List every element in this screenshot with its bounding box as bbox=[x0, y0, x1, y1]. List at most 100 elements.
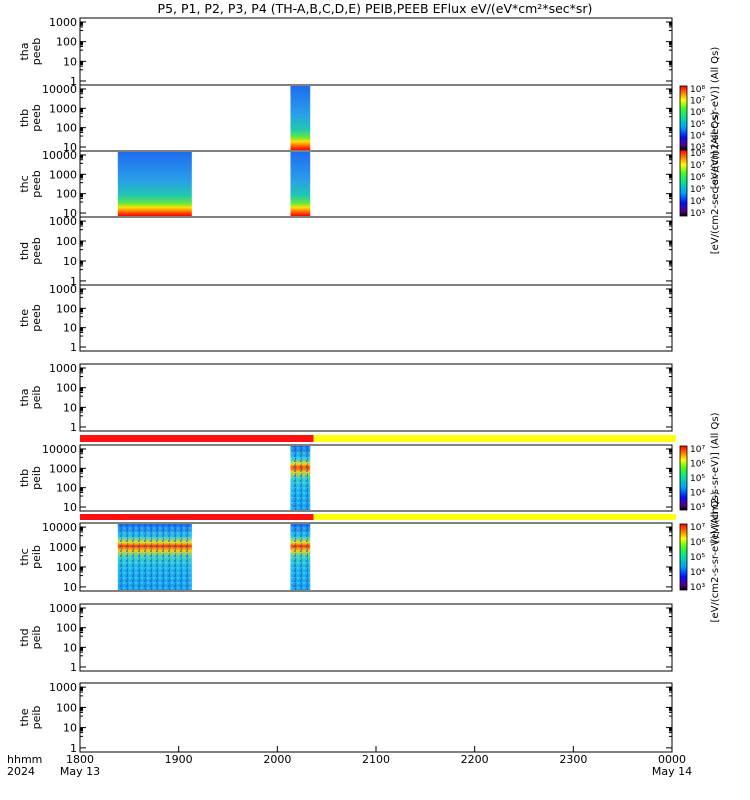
panel-thc-peeb: 10000 1000 100 10 thc peeb bbox=[18, 149, 673, 220]
x-tick-label: 1800 bbox=[66, 753, 94, 766]
y-tick-label: 100 bbox=[56, 188, 77, 201]
colorbar-label: [eV/(cm2-s-sr-eV)] (All Qs) bbox=[710, 491, 721, 622]
y-tick-label: 1000 bbox=[49, 541, 77, 554]
y-tick-label: 1 bbox=[70, 661, 77, 674]
y-tick-label: 1000 bbox=[49, 602, 77, 615]
colorbar-tick-label: 10⁵ bbox=[690, 185, 705, 195]
y-tick-label: 100 bbox=[56, 122, 77, 135]
colorbar-tick-label: 10⁵ bbox=[690, 474, 705, 484]
panel-frame bbox=[79, 216, 673, 286]
panel-label-probe: tha bbox=[18, 388, 31, 406]
x-tick-label: 1900 bbox=[165, 753, 193, 766]
y-tick-label: 1000 bbox=[49, 215, 77, 228]
y-tick-label: 100 bbox=[56, 622, 77, 635]
panel-frame bbox=[79, 84, 673, 152]
colorbar-tick-label: 10⁶ bbox=[690, 173, 705, 183]
panel-label-probe: tha bbox=[18, 42, 31, 60]
y-tick-label: 1000 bbox=[49, 168, 77, 181]
y-tick-label: 10 bbox=[63, 255, 77, 268]
colorbar-scale bbox=[679, 85, 688, 151]
y-tick-label: 10 bbox=[63, 501, 77, 514]
y-tick-label: 10000 bbox=[42, 443, 77, 456]
x-tick-label: 0000 bbox=[658, 753, 686, 766]
status-bar-segment bbox=[313, 435, 676, 442]
colorbar-tick-label: 10⁷ bbox=[690, 523, 705, 533]
status-bar-segment bbox=[80, 514, 314, 520]
y-tick-label: 10 bbox=[63, 581, 77, 594]
colorbar-tick-label: 10³ bbox=[690, 583, 705, 593]
colorbar-tick-label: 10³ bbox=[690, 143, 705, 153]
y-tick-label: 100 bbox=[56, 701, 77, 714]
panel-label-probe: the bbox=[18, 708, 31, 726]
colorbar-tick-label: 10⁴ bbox=[690, 489, 705, 499]
colorbar-tick-label: 10⁴ bbox=[690, 568, 705, 578]
y-tick-label: 10 bbox=[63, 322, 77, 335]
y-tick-label: 1 bbox=[70, 275, 77, 288]
status-bar-segment bbox=[80, 435, 314, 442]
colorbar-tick-label: 10⁶ bbox=[690, 460, 705, 470]
panel-thd-peib: 1000 100 10 1 thd peib bbox=[18, 602, 673, 674]
colorbar-tick-label: 10³ bbox=[690, 503, 705, 513]
spectrogram-noise bbox=[290, 446, 311, 510]
colorbar-tick-label: 10⁵ bbox=[690, 120, 705, 130]
panel-label-instrument: peib bbox=[30, 706, 43, 730]
x-tick-label: 2000 bbox=[263, 753, 291, 766]
colorbar-tick-label: 10³ bbox=[690, 209, 705, 219]
panel-label-instrument: peeb bbox=[30, 38, 43, 66]
x-axis-label-year: 2024 bbox=[7, 765, 35, 778]
panel-frame bbox=[79, 682, 673, 753]
y-tick-label: 1 bbox=[70, 742, 77, 755]
colorbar: 10⁷ 10⁶ 10⁵ 10⁴ 10³ [eV/(cm2-s-sr-eV)] (All Q… bbox=[679, 412, 721, 543]
colorbar-tick-label: 10⁷ bbox=[690, 445, 705, 455]
x-axis-label-hhmm: hhmm bbox=[7, 753, 42, 766]
y-tick-label: 1 bbox=[70, 341, 77, 354]
y-tick-label: 10000 bbox=[42, 521, 77, 534]
panel-tha-peib: 1000 100 10 1 tha peib bbox=[18, 362, 673, 434]
y-tick-label: 100 bbox=[56, 482, 77, 495]
colorbar-tick-label: 10⁶ bbox=[690, 108, 705, 118]
y-tick-label: 1 bbox=[70, 421, 77, 434]
panel-the-peib: 1000 100 10 1 the peib bbox=[18, 681, 673, 755]
y-tick-label: 10 bbox=[63, 722, 77, 735]
x-tick-label: 2200 bbox=[461, 753, 489, 766]
y-tick-label: 1000 bbox=[49, 283, 77, 296]
colorbar-tick-label: 10⁷ bbox=[690, 161, 705, 171]
y-tick-label: 1000 bbox=[49, 681, 77, 694]
panel-label-probe: thc bbox=[18, 175, 31, 192]
colorbar-tick-label: 10⁷ bbox=[690, 97, 705, 107]
colorbar-tick-label: 10⁶ bbox=[690, 538, 705, 548]
status-bar-segment bbox=[313, 514, 676, 520]
spectrogram-block bbox=[117, 152, 192, 216]
y-tick-label: 10000 bbox=[42, 149, 77, 162]
panel-label-instrument: peeb bbox=[30, 304, 43, 332]
panel-label-instrument: peib bbox=[30, 466, 43, 490]
panel-label-instrument: peib bbox=[30, 386, 43, 410]
y-tick-label: 100 bbox=[56, 382, 77, 395]
x-tick-label: 2100 bbox=[362, 753, 390, 766]
panel-label-instrument: peeb bbox=[30, 237, 43, 265]
y-tick-label: 10000 bbox=[42, 83, 77, 96]
y-tick-label: 1000 bbox=[49, 362, 77, 375]
spectrogram-noise bbox=[117, 524, 192, 590]
panel-thc-peib: 10000 1000 100 10 thc peib bbox=[18, 521, 673, 594]
spectrogram-noise bbox=[290, 524, 311, 590]
y-tick-label: 1 bbox=[70, 75, 77, 88]
panel-label-probe: the bbox=[18, 309, 31, 327]
y-tick-label: 100 bbox=[56, 36, 77, 49]
colorbar-label: [eV/(cm2-s-sr-eV)] (All Qs) bbox=[710, 412, 721, 543]
plot-title: P5, P1, P2, P3, P4 (TH-A,B,C,D,E) PEIB,P… bbox=[158, 1, 593, 16]
panel-thb-peib: 10000 1000 100 10 thb peib bbox=[18, 443, 673, 514]
colorbar-tick-label: 10⁴ bbox=[690, 131, 705, 141]
panel-frame bbox=[79, 363, 673, 432]
colorbar-tick-label: 10⁸ bbox=[690, 149, 705, 159]
y-tick-label: 100 bbox=[56, 235, 77, 248]
panel-the-peeb: 1000 100 10 1 the peeb bbox=[18, 283, 673, 354]
colorbar-scale bbox=[679, 445, 688, 511]
panel-frame bbox=[79, 444, 673, 512]
y-tick-label: 10 bbox=[63, 207, 77, 220]
y-tick-label: 10 bbox=[63, 641, 77, 654]
